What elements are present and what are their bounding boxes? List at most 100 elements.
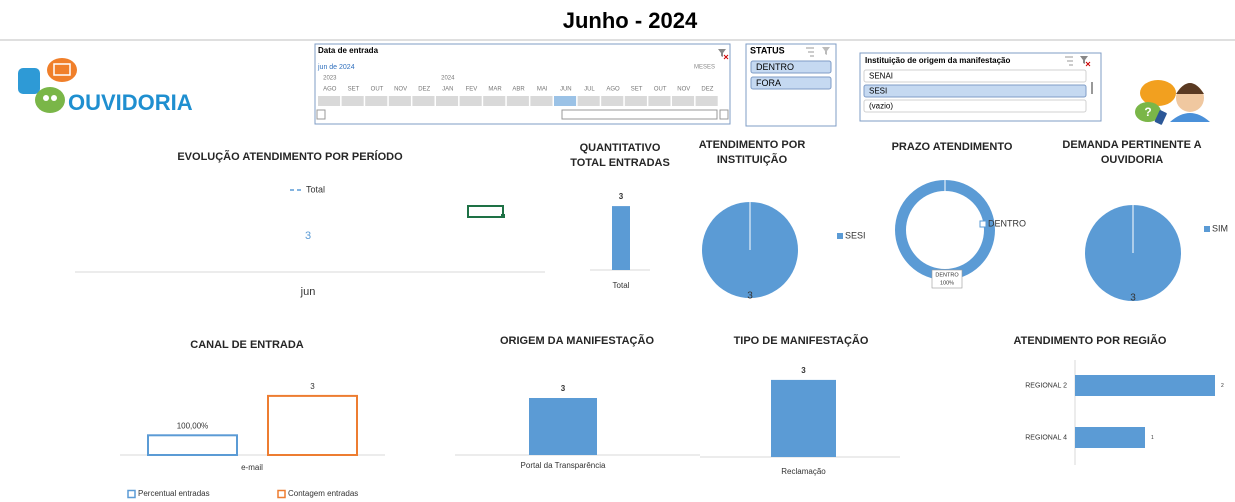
legend-label: DENTRO [988,218,1026,228]
data-label: 100% [940,280,954,286]
x-tick-label: jun [300,286,316,298]
data-label: 1 [1151,435,1154,441]
dashboard-canvas: Junho - 2024 OUVIDORIA Data de entrada j… [0,0,1235,502]
data-label: 3 [747,291,753,302]
legend-swatch [278,491,285,498]
data-label: 3 [801,366,806,375]
doughnut-slice [901,186,990,275]
chart-title: DEMANDA PERTINENTE A OUVIDORIA [1052,138,1212,168]
data-label: 3 [305,230,311,242]
data-label: 3 [310,382,315,391]
slicer-title: STATUS [750,45,785,55]
data-label-category: DENTRO [935,272,959,278]
timeline-cell[interactable] [625,96,647,106]
legend-label: Total [306,184,325,194]
timeline-month: JAN [442,87,453,93]
slicer-item[interactable] [864,70,1086,82]
chart-title: ATENDIMENTO POR INSTITUIÇÃO [687,138,817,168]
chart-title: CANAL DE ENTRADA [147,338,347,353]
slicer-item[interactable] [864,100,1086,112]
slicer-item-label: (vazio) [869,102,893,111]
chart-title: ORIGEM DA MANIFESTAÇÃO [477,334,677,349]
timeline-cell[interactable] [436,96,458,106]
timeline-cell[interactable] [554,96,576,106]
agent-icon: ? [1135,80,1210,125]
svg-text:?: ? [1144,105,1151,119]
x-tick-label: Total [613,281,630,290]
timeline-month: DEZ [418,87,430,93]
legend-swatch [837,233,843,239]
timeline-cell[interactable] [530,96,552,106]
bar [529,398,597,455]
x-tick-label: Reclamação [781,467,826,476]
bar [612,206,630,270]
legend-swatch [128,491,135,498]
timeline-month: AGO [606,87,620,93]
chart-title: QUANTITATIVO TOTAL ENTRADAS [565,141,675,171]
data-label: 2 [1221,383,1224,389]
timeline-month: AGO [323,87,337,93]
timeline-cell[interactable] [389,96,411,106]
timeline-month: OUT [654,87,667,93]
legend-label: SESI [845,230,866,240]
chart-title: ATENDIMENTO POR REGIÃO [990,334,1190,349]
slicer-item[interactable] [864,85,1086,97]
timeline-cell[interactable] [578,96,600,106]
y-tick-label: REGIONAL 2 [1025,382,1067,389]
timeline-month: SET [631,87,643,93]
date-slicer: Data de entrada jun de 2024 MESES [315,44,730,124]
slicer-level[interactable]: MESES [694,65,715,71]
legend-swatch [1204,226,1210,232]
logo-text: OUVIDORIA [68,90,193,115]
timeline-cell[interactable] [601,96,623,106]
cell-selection [468,206,503,217]
data-label: 100,00% [177,421,209,430]
slicer-selection: jun de 2024 [317,64,355,71]
slicer-item-label: DENTRO [756,62,794,72]
timeline-year: 2023 [323,76,337,82]
timeline-cell[interactable] [696,96,718,106]
timeline-month: FEV [466,87,478,93]
legend-swatch [980,221,986,227]
dashboard: Junho - 2024 OUVIDORIA Data de entrada j… [0,0,1235,502]
timeline-cell[interactable] [342,96,364,106]
slicer-title: Instituição de origem da manifestação [865,56,1010,65]
timeline-cell[interactable] [460,96,482,106]
timeline-month: JUN [560,87,572,93]
timeline-month: DEZ [701,87,713,93]
legend-label: Contagem entradas [288,489,358,498]
chart-title: EVOLUÇÃO ATENDIMENTO POR PERÍODO [160,150,420,165]
legend-label: Percentual entradas [138,489,210,498]
timeline-cell[interactable] [507,96,529,106]
timeline-year: 2024 [441,76,455,82]
timeline-month: JUL [584,87,595,93]
timeline-cell[interactable] [412,96,434,106]
page-title: Junho - 2024 [563,8,698,33]
cell-handle [501,214,505,218]
timeline-cell[interactable] [648,96,670,106]
data-label: 3 [619,192,624,201]
chart-title: PRAZO ATENDIMENTO [872,140,1032,155]
slicer-item-label: SENAI [869,72,893,81]
timeline-month: NOV [394,87,407,93]
chart-title: TIPO DE MANIFESTAÇÃO [701,334,901,349]
y-tick-label: REGIONAL 4 [1025,434,1067,441]
bar [268,396,357,455]
timeline-month: SET [348,87,360,93]
slicer-item-label: FORA [756,78,781,88]
bar [1075,375,1215,396]
timeline-cell[interactable] [365,96,387,106]
timeline-cell[interactable] [483,96,505,106]
bar [1075,427,1145,448]
data-label: 3 [561,384,566,393]
slicer-item-label: SESI [869,87,887,96]
timeline-cell[interactable] [318,96,340,106]
timeline-month: OUT [371,87,384,93]
timeline-month: MAI [537,87,548,93]
timeline-month: ABR [512,87,525,93]
timeline-cell[interactable] [672,96,694,106]
timeline-month: MAR [488,87,502,93]
data-label: 3 [1130,293,1136,304]
timeline-month: NOV [677,87,690,93]
x-tick-label: Portal da Transparência [521,461,606,470]
